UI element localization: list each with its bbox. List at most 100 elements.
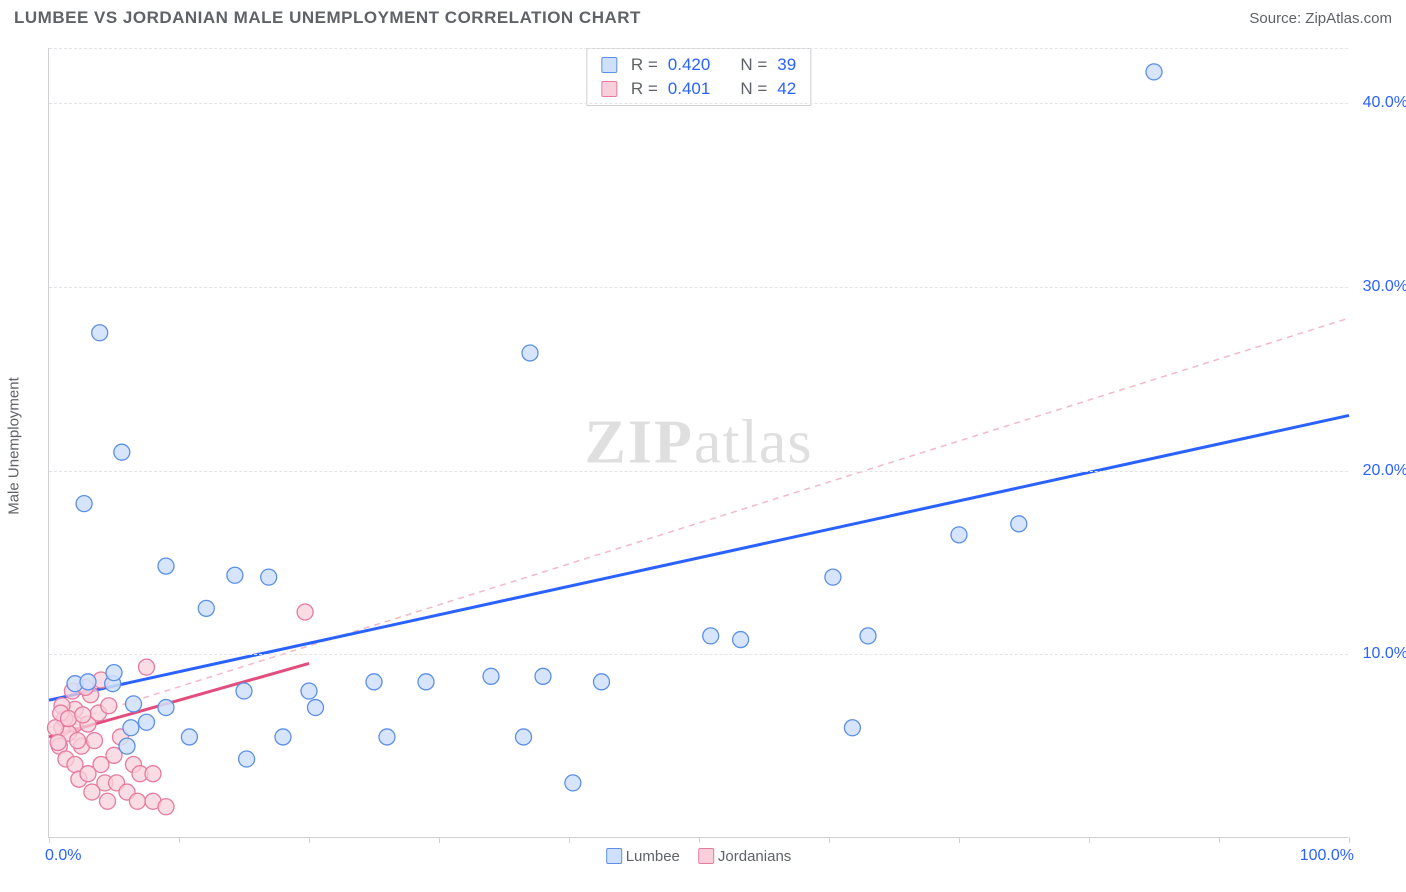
y-tick-label: 40.0% xyxy=(1356,94,1406,112)
data-point xyxy=(379,729,395,745)
source-link[interactable]: ZipAtlas.com xyxy=(1305,10,1392,27)
data-point xyxy=(139,659,155,675)
data-point xyxy=(239,751,255,767)
legend-label: Jordanians xyxy=(718,848,791,865)
y-tick-label: 20.0% xyxy=(1356,462,1406,480)
gridline xyxy=(49,654,1348,655)
data-point xyxy=(129,793,145,809)
stats-r-value: 0.401 xyxy=(668,79,711,99)
data-point xyxy=(951,527,967,543)
data-point xyxy=(119,738,135,754)
series-legend: Lumbee Jordanians xyxy=(606,848,792,865)
y-tick-label: 30.0% xyxy=(1356,278,1406,296)
stats-n-label: N = xyxy=(740,79,767,99)
trend-line xyxy=(49,318,1349,728)
header-row: LUMBEE VS JORDANIAN MALE UNEMPLOYMENT CO… xyxy=(14,8,1392,28)
data-point xyxy=(84,784,100,800)
data-point xyxy=(158,700,174,716)
data-point xyxy=(126,696,142,712)
chart-container: { "header": { "title": "LUMBEE VS JORDAN… xyxy=(0,0,1406,892)
data-point xyxy=(198,600,214,616)
stats-n-label: N = xyxy=(740,55,767,75)
legend-item: Lumbee xyxy=(606,848,680,865)
x-tick xyxy=(1349,837,1350,843)
data-point xyxy=(158,799,174,815)
data-point xyxy=(565,775,581,791)
data-point xyxy=(100,793,116,809)
data-point xyxy=(61,711,77,727)
data-point xyxy=(92,325,108,341)
data-point xyxy=(522,345,538,361)
source-label: Source: xyxy=(1249,10,1301,27)
x-axis-max-label: 100.0% xyxy=(1300,847,1354,865)
data-point xyxy=(106,665,122,681)
x-tick xyxy=(959,837,960,843)
stats-r-label: R = xyxy=(631,55,658,75)
data-point xyxy=(50,734,66,750)
legend-swatch xyxy=(698,848,714,864)
stats-legend-box: R =0.420N =39R =0.401N =42 xyxy=(586,48,811,106)
data-point xyxy=(80,674,96,690)
x-tick xyxy=(699,837,700,843)
stats-r-value: 0.420 xyxy=(668,55,711,75)
plot-svg xyxy=(49,48,1348,837)
data-point xyxy=(703,628,719,644)
legend-item: Jordanians xyxy=(698,848,791,865)
stats-n-value: 39 xyxy=(777,55,796,75)
trend-line xyxy=(49,415,1349,700)
x-tick xyxy=(309,837,310,843)
x-tick xyxy=(829,837,830,843)
x-tick xyxy=(1089,837,1090,843)
stats-swatch xyxy=(601,81,617,97)
stats-row: R = 0.420 N = 39 xyxy=(587,53,810,77)
data-point xyxy=(308,700,324,716)
data-point xyxy=(860,628,876,644)
data-point xyxy=(75,707,91,723)
data-point xyxy=(70,733,86,749)
data-point xyxy=(1146,64,1162,80)
legend-swatch xyxy=(606,848,622,864)
stats-swatch xyxy=(601,57,617,73)
stats-row: R =0.401N =42 xyxy=(587,77,810,101)
x-tick xyxy=(569,837,570,843)
data-point xyxy=(844,720,860,736)
chart-title: LUMBEE VS JORDANIAN MALE UNEMPLOYMENT CO… xyxy=(14,8,641,28)
x-tick xyxy=(49,837,50,843)
x-tick xyxy=(179,837,180,843)
data-point xyxy=(1011,516,1027,532)
data-point xyxy=(139,714,155,730)
data-point xyxy=(145,766,161,782)
source-attribution: Source: ZipAtlas.com xyxy=(1249,10,1392,27)
y-tick-label: 10.0% xyxy=(1356,645,1406,663)
gridline xyxy=(49,471,1348,472)
data-point xyxy=(275,729,291,745)
data-point xyxy=(158,558,174,574)
stats-r-label: R = xyxy=(631,79,658,99)
data-point xyxy=(483,668,499,684)
data-point xyxy=(733,632,749,648)
gridline xyxy=(49,287,1348,288)
data-point xyxy=(418,674,434,690)
data-point xyxy=(123,720,139,736)
data-point xyxy=(535,668,551,684)
x-tick xyxy=(439,837,440,843)
data-point xyxy=(114,444,130,460)
data-point xyxy=(236,683,252,699)
data-point xyxy=(80,766,96,782)
gridline xyxy=(49,103,1348,104)
x-axis-min-label: 0.0% xyxy=(45,847,81,865)
legend-label: Lumbee xyxy=(626,848,680,865)
data-point xyxy=(825,569,841,585)
data-point xyxy=(181,729,197,745)
data-point xyxy=(101,698,117,714)
data-point xyxy=(301,683,317,699)
data-point xyxy=(366,674,382,690)
data-point xyxy=(297,604,313,620)
plot-area: ZIPatlas R =0.420N =39R =0.401N =42 0.0%… xyxy=(48,48,1348,838)
y-axis-label: Male Unemployment xyxy=(6,377,23,515)
data-point xyxy=(227,567,243,583)
data-point xyxy=(261,569,277,585)
data-point xyxy=(76,496,92,512)
data-point xyxy=(594,674,610,690)
data-point xyxy=(87,733,103,749)
